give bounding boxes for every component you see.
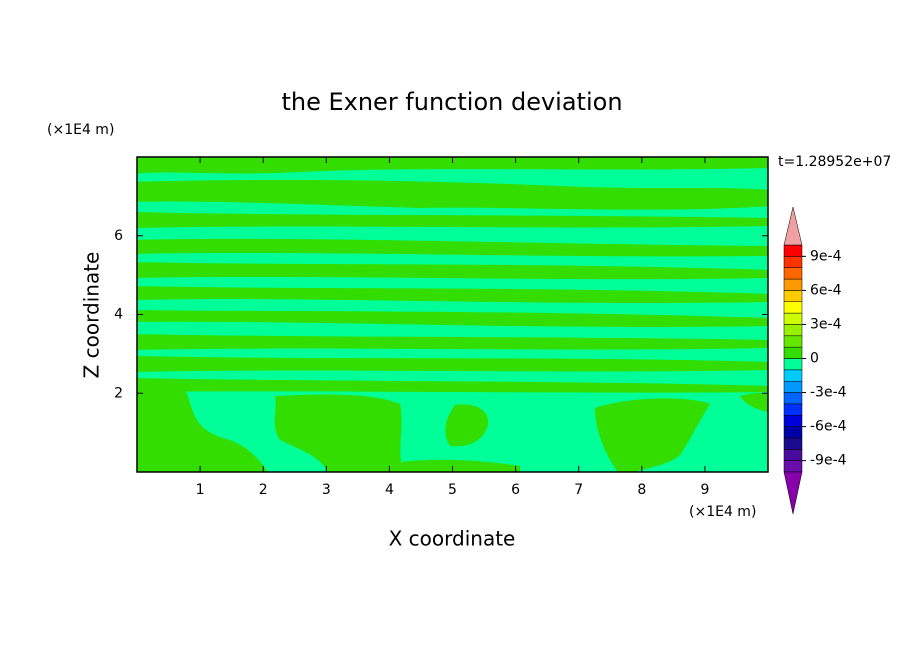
colorbar-box bbox=[783, 335, 803, 348]
contour-region bbox=[137, 286, 768, 303]
contour-region bbox=[137, 378, 768, 393]
colorbar-box bbox=[783, 403, 803, 416]
x-tick-label: 3 bbox=[322, 482, 331, 498]
y-axis-label: Z coordinate bbox=[80, 252, 104, 379]
x-tick-label: 5 bbox=[448, 482, 457, 498]
colorbar-tick-label: -6e-4 bbox=[810, 419, 847, 435]
x-tick-label: 6 bbox=[511, 482, 520, 498]
y-tick-label: 4 bbox=[114, 307, 123, 323]
colorbar-box bbox=[783, 437, 803, 450]
colorbar-tick-label: 3e-4 bbox=[810, 316, 842, 332]
contour-region bbox=[137, 212, 768, 228]
contour-region bbox=[137, 238, 768, 257]
colorbar-box bbox=[783, 244, 803, 257]
contour-region bbox=[400, 459, 520, 472]
contour-region bbox=[137, 262, 768, 280]
x-tick-label: 7 bbox=[574, 482, 583, 498]
colorbar-tick-label: 9e-4 bbox=[810, 248, 842, 264]
colorbar-box bbox=[783, 290, 803, 302]
colorbar-box bbox=[783, 358, 803, 371]
colorbar-under bbox=[783, 471, 803, 515]
y-unit: (×1E4 m) bbox=[47, 122, 114, 138]
colorbar-box bbox=[783, 460, 803, 473]
contour-region bbox=[137, 356, 768, 372]
y-tick-label: 2 bbox=[114, 385, 123, 401]
colorbar-box bbox=[783, 301, 803, 314]
colorbar-box bbox=[783, 324, 803, 337]
x-unit: (×1E4 m) bbox=[689, 504, 756, 520]
colorbar-tick-label: 6e-4 bbox=[810, 282, 842, 298]
colorbar-over bbox=[783, 206, 803, 246]
y-tick-label: 6 bbox=[114, 228, 123, 244]
x-tick-label: 4 bbox=[385, 482, 394, 498]
contour-region bbox=[137, 390, 268, 472]
colorbar-box bbox=[783, 267, 803, 280]
colorbar-tick-label: -3e-4 bbox=[810, 385, 847, 401]
contour-region bbox=[595, 398, 710, 472]
contour-regions bbox=[137, 157, 768, 472]
contour-field bbox=[137, 157, 768, 472]
colorbar-box bbox=[783, 415, 803, 427]
colorbar-box bbox=[783, 380, 803, 393]
contour-region bbox=[274, 394, 404, 472]
colorbar-box bbox=[783, 449, 803, 461]
colorbar-box bbox=[783, 312, 803, 325]
colorbar-box bbox=[783, 392, 803, 405]
contour-region bbox=[740, 393, 768, 412]
x-tick-label: 1 bbox=[196, 482, 205, 498]
colorbar-tick-label: -9e-4 bbox=[810, 453, 847, 469]
colorbar-box bbox=[783, 369, 803, 382]
x-tick-label: 9 bbox=[700, 482, 709, 498]
colorbar-box bbox=[783, 278, 803, 291]
time-annotation: t=1.28952e+07 bbox=[778, 154, 891, 170]
x-axis-label: X coordinate bbox=[389, 527, 516, 551]
contour-region bbox=[445, 404, 489, 447]
x-tick-label: 2 bbox=[259, 482, 268, 498]
chart-title: the Exner function deviation bbox=[281, 88, 622, 116]
contour-region bbox=[137, 157, 768, 174]
colorbar-box bbox=[783, 426, 803, 439]
colorbar-tick-label: 0 bbox=[810, 351, 819, 367]
contour-region bbox=[137, 334, 768, 350]
contour-region bbox=[137, 310, 768, 327]
colorbar-box bbox=[783, 256, 803, 268]
x-tick-label: 8 bbox=[637, 482, 646, 498]
colorbar-box bbox=[783, 346, 803, 359]
contour-region bbox=[137, 179, 768, 210]
